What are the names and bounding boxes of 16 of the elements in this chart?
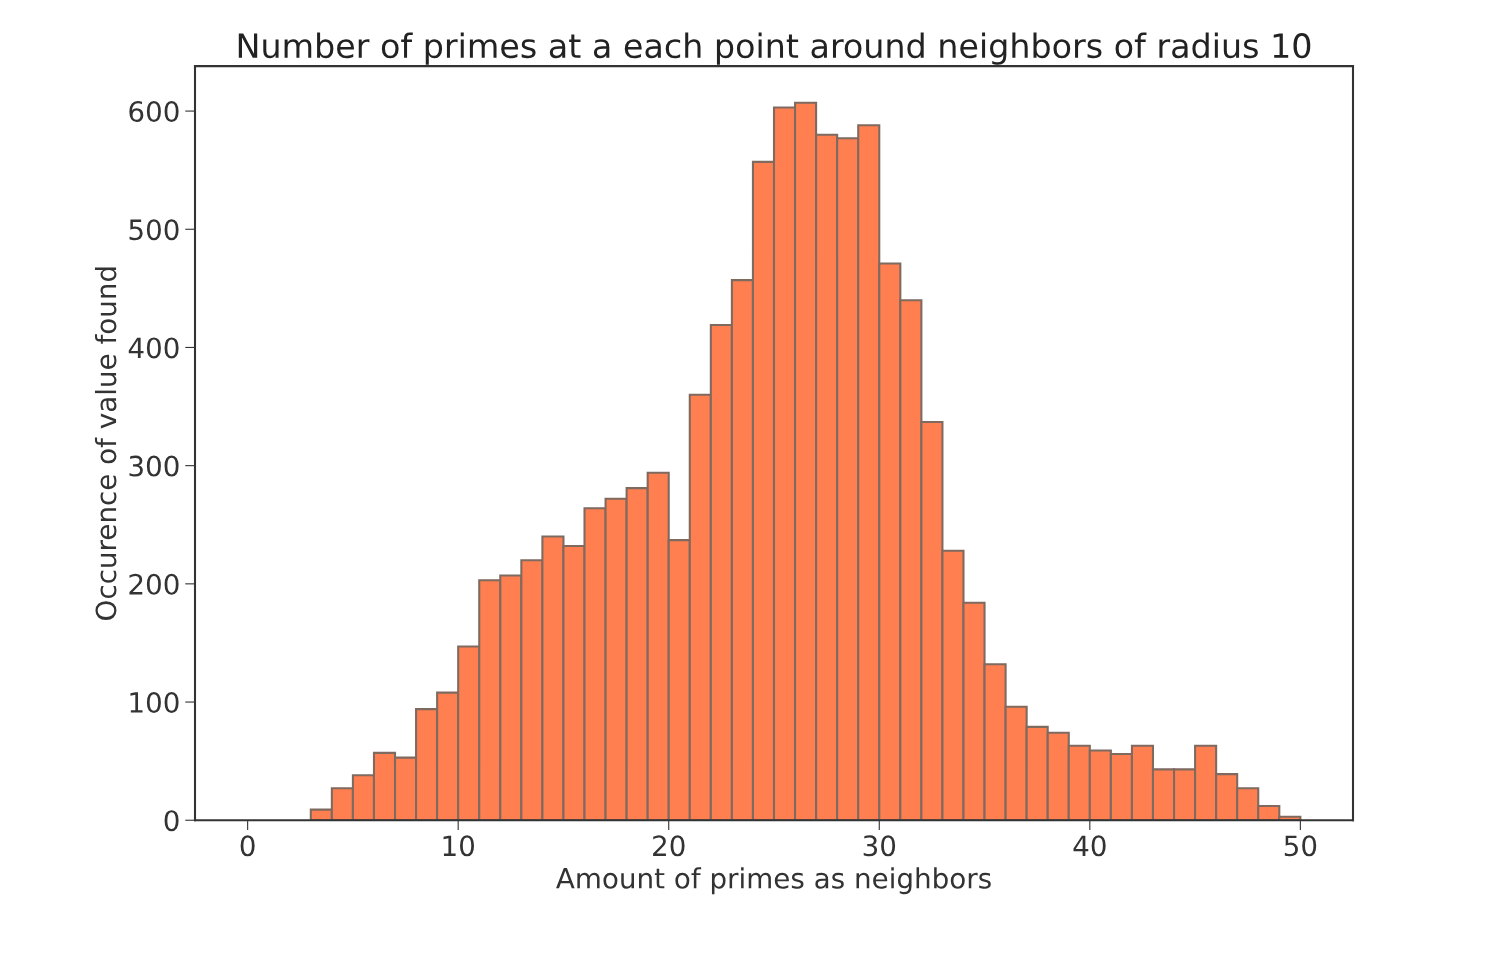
- x-tick-label: 50: [1284, 835, 1317, 857]
- y-tick-label: 0: [164, 810, 179, 832]
- x-tick-label: 10: [443, 835, 475, 857]
- y-tick-label: 500: [129, 219, 179, 241]
- chart-title: Number of primes at a each point around neighbors of radius 10: [238, 32, 1311, 65]
- y-tick-label: 600: [129, 101, 179, 123]
- x-axis-title: Amount of primes as neighbors: [556, 867, 991, 895]
- y-tick-label: 400: [128, 337, 179, 359]
- y-tick-label: 100: [130, 691, 179, 713]
- y-axis-title: Occurence of value found: [94, 267, 117, 620]
- x-tick-label: 40: [1073, 835, 1106, 857]
- y-tick-label: 200: [129, 573, 179, 595]
- x-tick-label: 20: [653, 835, 685, 857]
- x-tick-label: 30: [863, 835, 896, 857]
- y-tick-label: 300: [129, 455, 179, 477]
- x-tick-label: 0: [240, 835, 255, 857]
